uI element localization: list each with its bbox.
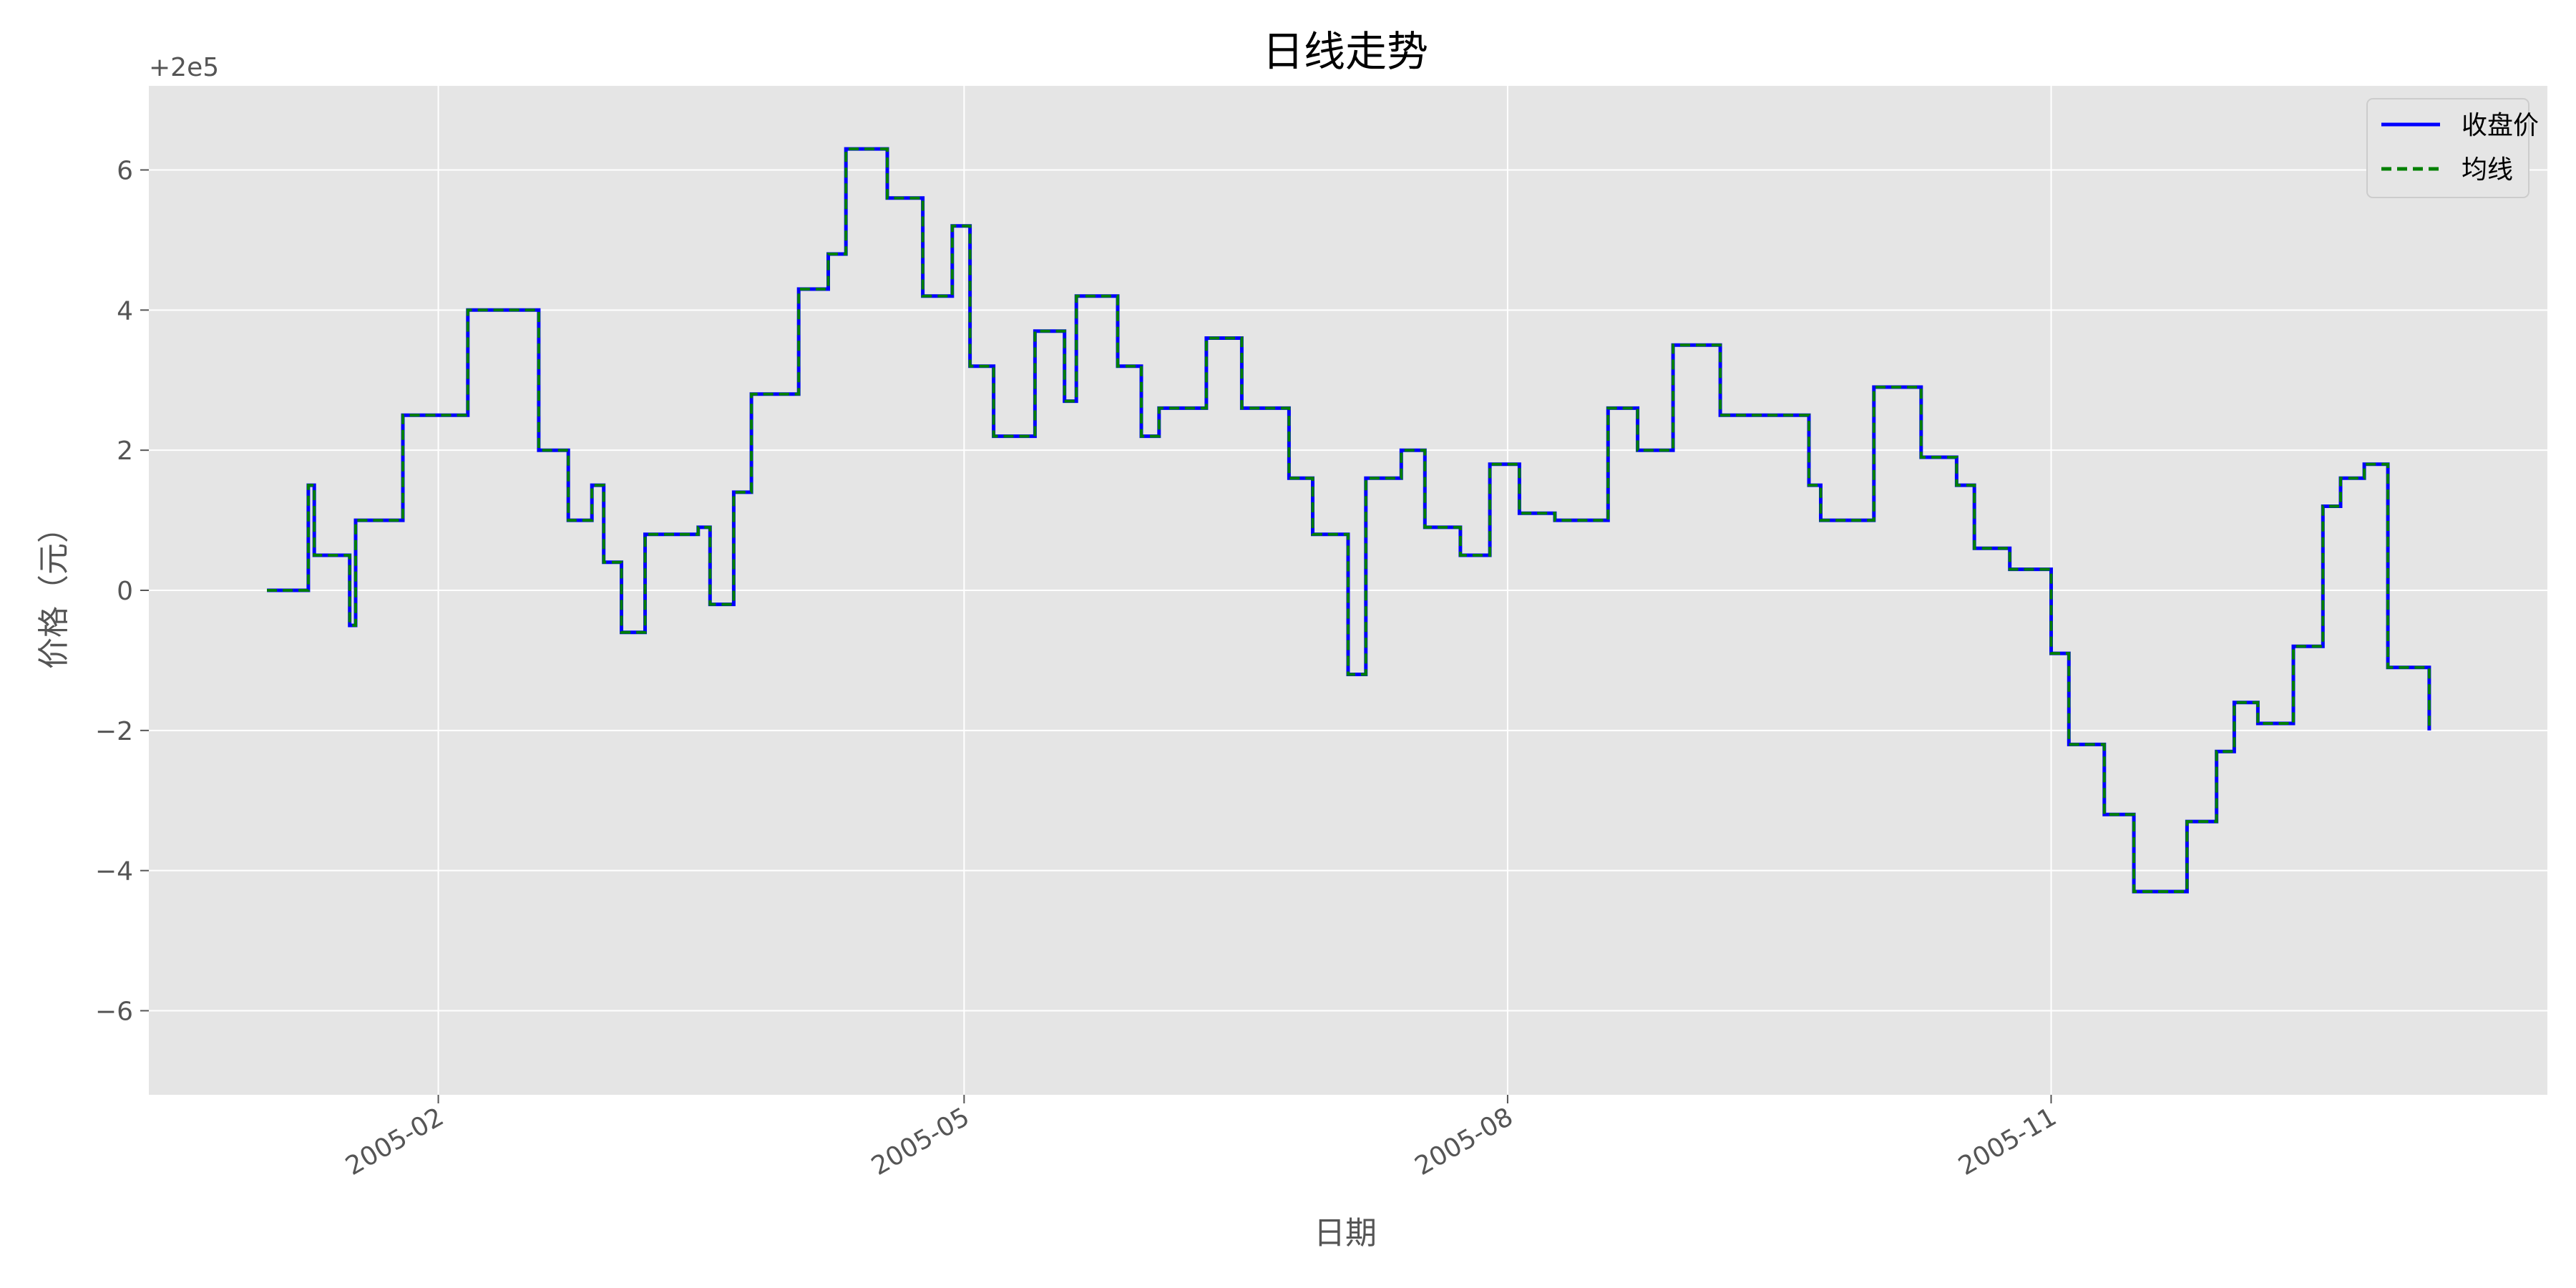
x-axis-ticks: 2005-02 2005-05 2005-08 2005-11 <box>341 1095 2062 1181</box>
x-tick-label: 2005-05 <box>867 1102 975 1181</box>
y-tick-label: 6 <box>117 157 133 186</box>
y-tick-label: −2 <box>95 717 133 746</box>
legend-label-close: 收盘价 <box>2462 111 2539 140</box>
y-axis-label: 价格（元） <box>36 512 72 669</box>
y-tick-label: −6 <box>95 997 133 1027</box>
chart-title: 日线走势 <box>1262 27 1428 76</box>
series-layer <box>267 147 2431 894</box>
legend-label-ma: 均线 <box>2462 155 2513 185</box>
x-tick-label: 2005-08 <box>1410 1102 1518 1181</box>
y-axis-offset-label: +2e5 <box>149 53 219 82</box>
y-tick-label: 4 <box>117 296 133 326</box>
y-axis-ticks: −6 −4 −2 0 2 4 6 <box>95 157 149 1027</box>
y-tick-label: −4 <box>95 857 133 887</box>
y-tick-label: 2 <box>117 436 133 466</box>
x-axis-label: 日期 <box>1314 1215 1377 1252</box>
y-tick-label: 0 <box>117 577 133 606</box>
x-tick-label: 2005-02 <box>341 1102 449 1181</box>
series-line-ma <box>267 147 2431 893</box>
legend: 收盘价 均线 <box>2366 98 2539 198</box>
x-tick-label: 2005-11 <box>1953 1102 2062 1181</box>
